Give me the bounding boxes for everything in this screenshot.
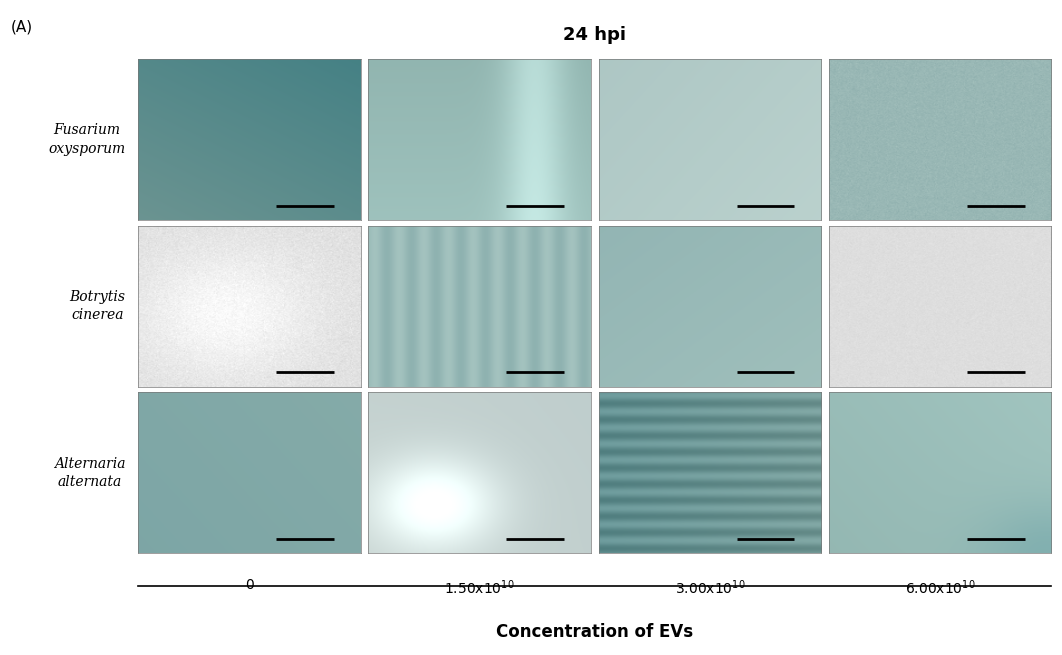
Text: $\mathregular{3.00x10^{10}}$: $\mathregular{3.00x10^{10}}$: [674, 578, 746, 597]
Text: 24 hpi: 24 hpi: [563, 26, 627, 44]
Text: Alternaria
alternata: Alternaria alternata: [54, 457, 125, 489]
Text: Fusarium
oxysporum: Fusarium oxysporum: [48, 123, 125, 156]
Text: Botrytis
cinerea: Botrytis cinerea: [69, 290, 125, 322]
Text: $\mathregular{1.50x10^{10}}$: $\mathregular{1.50x10^{10}}$: [444, 578, 515, 597]
Text: $\mathregular{6.00x10^{10}}$: $\mathregular{6.00x10^{10}}$: [905, 578, 975, 597]
Text: 0: 0: [245, 578, 254, 592]
Text: Concentration of EVs: Concentration of EVs: [496, 623, 693, 641]
Text: (A): (A): [11, 20, 33, 35]
